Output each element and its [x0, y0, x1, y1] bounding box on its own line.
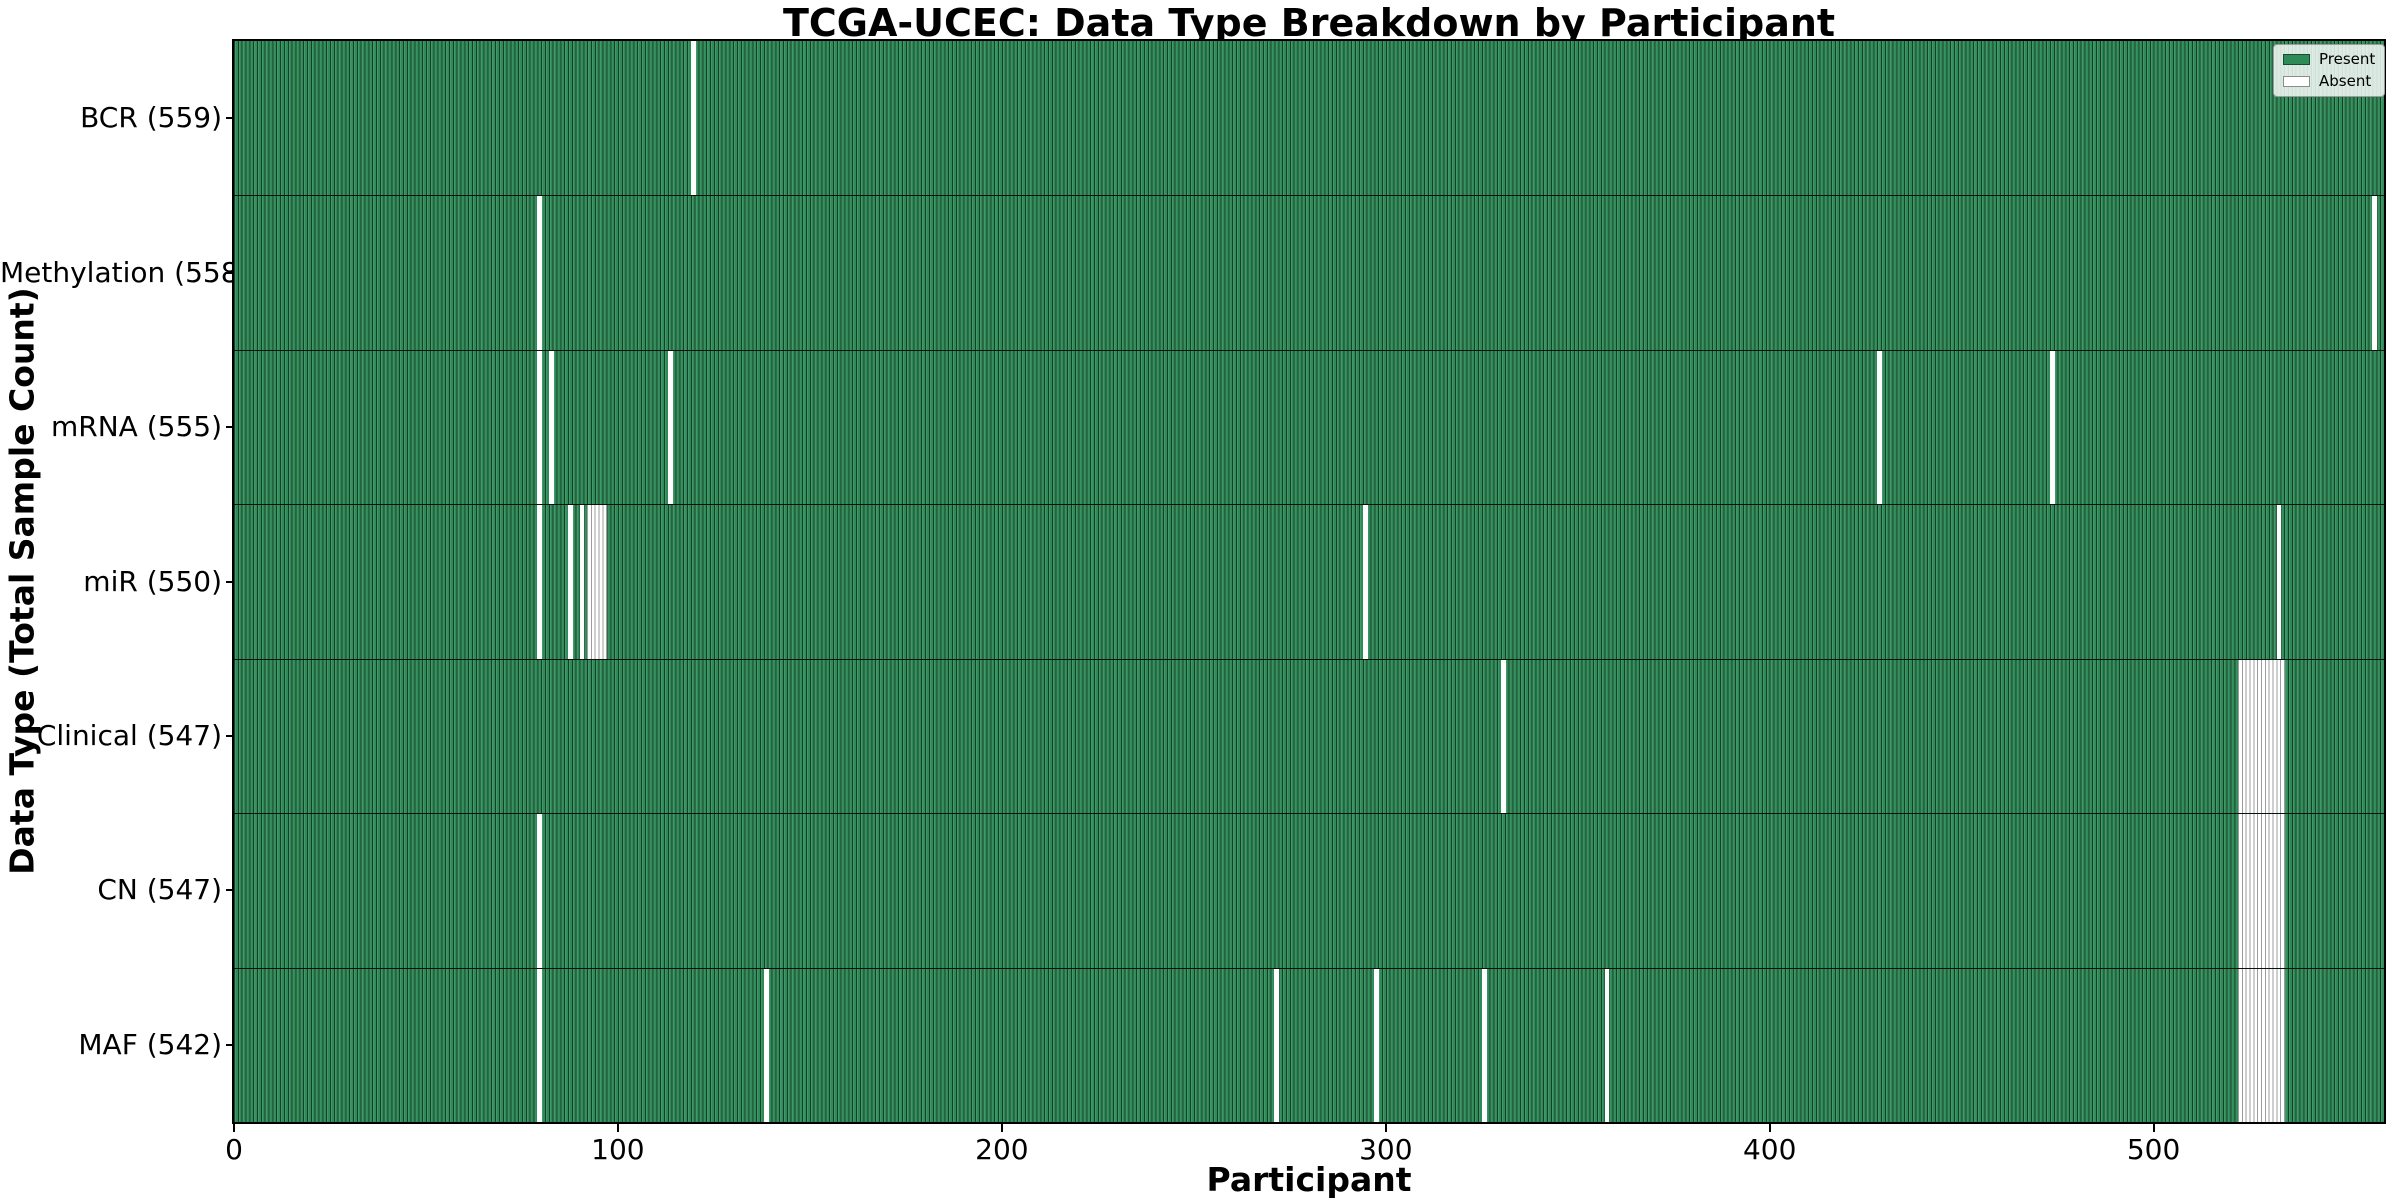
absent-gap-mir	[579, 505, 585, 659]
absent-gap-maf	[1481, 968, 1487, 1122]
ytick-mark-clinical	[226, 734, 233, 737]
absent-gap-mrna	[1877, 350, 1883, 505]
row-band-methylation	[234, 195, 2384, 350]
absent-gap-maf	[1374, 968, 1380, 1122]
xtick-mark-100	[616, 1124, 619, 1132]
absent-gap-maf	[763, 968, 769, 1122]
ytick-label-methylation: Methylation (558)	[0, 255, 250, 289]
ytick-mark-mir	[226, 580, 233, 583]
ytick-label-mir: miR (550)	[83, 564, 222, 598]
absent-gap-mrna	[2049, 350, 2055, 505]
absent-gap-clinical	[1500, 659, 1506, 814]
absent-gap-clinical	[2238, 659, 2286, 814]
row-band-mir	[234, 504, 2384, 659]
ytick-mark-maf	[226, 1043, 233, 1046]
row-band-maf	[234, 967, 2384, 1122]
absent-gap-maf	[1604, 968, 1610, 1122]
absent-gap-mir	[1362, 505, 1368, 659]
legend-entry-present: Present	[2283, 50, 2375, 69]
absent-gap-mrna	[537, 350, 543, 505]
row-band-mrna	[234, 349, 2384, 505]
absent-gap-maf	[1274, 968, 1280, 1122]
xtick-label-300: 300	[1359, 1133, 1413, 1166]
xtick-mark-500	[2152, 1124, 2155, 1132]
legend-label-present: Present	[2319, 50, 2376, 68]
absent-gap-mrna	[548, 350, 554, 505]
ytick-label-clinical: Clinical (547)	[36, 718, 222, 752]
ytick-mark-mrna	[226, 426, 233, 429]
absent-gap-methylation	[2372, 196, 2378, 350]
row-band-clinical	[234, 658, 2384, 814]
ytick-mark-bcr	[226, 117, 233, 120]
absent-gap-mir	[537, 505, 543, 659]
absent-gap-mir	[568, 505, 573, 659]
xtick-label-0: 0	[225, 1133, 243, 1166]
xtick-mark-400	[1768, 1124, 1771, 1132]
ytick-label-bcr: BCR (559)	[80, 101, 222, 135]
xtick-label-100: 100	[591, 1133, 645, 1166]
row-band-bcr	[234, 41, 2384, 196]
xtick-label-400: 400	[1742, 1133, 1797, 1166]
ytick-label-cn: CN (547)	[97, 873, 222, 907]
xtick-mark-200	[1000, 1124, 1003, 1132]
row-band-cn	[234, 813, 2384, 968]
xtick-mark-300	[1384, 1124, 1387, 1132]
absent-gap-maf	[2238, 968, 2286, 1122]
ytick-label-maf: MAF (542)	[78, 1027, 222, 1061]
absent-gap-mir	[587, 505, 608, 659]
xtick-mark-0	[233, 1124, 235, 1132]
x-axis-label: Participant	[1206, 1160, 1412, 1199]
legend-entry-absent: Absent	[2283, 72, 2375, 91]
absent-gap-mir	[2276, 505, 2282, 659]
ytick-label-mrna: mRNA (555)	[50, 410, 222, 444]
absent-gap-mrna	[667, 350, 673, 505]
absent-gap-methylation	[537, 196, 543, 350]
legend: Present Absent	[2273, 44, 2386, 97]
xtick-label-500: 500	[2126, 1133, 2181, 1166]
absent-gap-maf	[537, 968, 543, 1122]
legend-label-absent: Absent	[2319, 72, 2372, 90]
legend-swatch-absent	[2283, 76, 2310, 87]
plot-area	[232, 39, 2386, 1124]
ytick-mark-cn	[226, 889, 233, 892]
ytick-mark-methylation	[226, 271, 233, 274]
legend-swatch-present	[2283, 54, 2310, 65]
absent-gap-cn	[2238, 814, 2286, 968]
absent-gap-cn	[537, 814, 543, 968]
absent-gap-bcr	[690, 41, 696, 196]
chart-title: TCGA-UCEC: Data Type Breakdown by Partic…	[782, 1, 1836, 45]
xtick-label-200: 200	[975, 1133, 1029, 1166]
